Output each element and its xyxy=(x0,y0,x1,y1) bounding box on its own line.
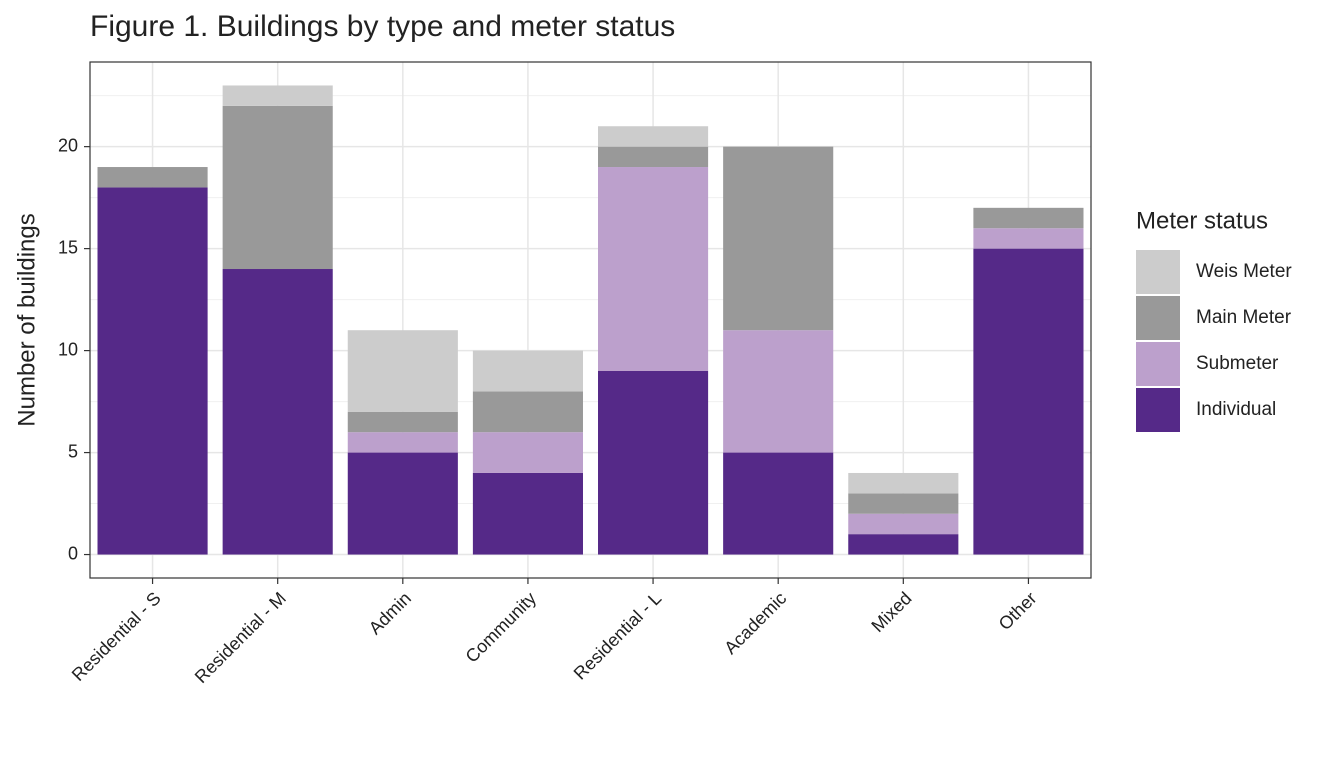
legend-key xyxy=(1136,342,1180,386)
legend-key xyxy=(1136,388,1180,432)
bar-segment xyxy=(347,411,458,433)
bar-segment xyxy=(973,207,1084,229)
bar-segment xyxy=(472,432,583,473)
bar-segment xyxy=(472,350,583,392)
bar-segment xyxy=(97,167,208,188)
bar-segment xyxy=(848,472,959,494)
bar-segment xyxy=(347,330,458,412)
x-tick-label: Other xyxy=(995,588,1041,634)
x-tick-label: Admin xyxy=(365,588,415,638)
bar-segment xyxy=(598,146,709,168)
bar-segment xyxy=(848,493,959,514)
y-tick-label: 0 xyxy=(68,543,78,563)
legend-label: Weis Meter xyxy=(1196,261,1292,282)
bar-segment xyxy=(723,146,834,331)
legend-key xyxy=(1136,296,1180,340)
bar-segment xyxy=(222,105,333,270)
y-tick-label: 5 xyxy=(68,441,78,461)
bar-segment xyxy=(723,452,834,555)
bar-segment xyxy=(848,534,959,555)
bar-segment xyxy=(472,391,583,433)
x-tick-label: Community xyxy=(462,588,541,667)
bar-segment xyxy=(598,126,709,147)
legend-label: Main Meter xyxy=(1196,307,1292,328)
x-tick-label: Residential - M xyxy=(191,588,290,687)
bar-segment xyxy=(347,432,458,453)
y-tick-label: 20 xyxy=(58,135,78,155)
y-tick-label: 10 xyxy=(58,339,78,359)
x-tick-label: Residential - L xyxy=(570,588,666,684)
bar-segment xyxy=(347,452,458,555)
x-tick-label: Mixed xyxy=(867,588,915,636)
y-axis-label: Number of buildings xyxy=(13,213,40,426)
bar-segment xyxy=(973,228,1084,249)
bar-segment xyxy=(97,187,208,555)
bar-segment xyxy=(973,248,1084,555)
x-tick-label: Residential - S xyxy=(68,588,165,685)
bar-segment xyxy=(598,167,709,371)
legend-title: Meter status xyxy=(1136,207,1268,234)
bar-segment xyxy=(598,370,709,555)
legend-label: Individual xyxy=(1196,399,1276,420)
panel-border xyxy=(89,61,1092,579)
legend-key xyxy=(1136,250,1180,294)
y-tick-label: 15 xyxy=(58,237,78,257)
legend-label: Submeter xyxy=(1196,353,1279,374)
chart-title: Figure 1. Buildings by type and meter st… xyxy=(90,10,675,43)
bar-segment xyxy=(222,85,333,106)
bar-segment xyxy=(723,330,834,453)
x-tick-label: Academic xyxy=(720,588,790,658)
bar-segment xyxy=(472,472,583,555)
bar-segment xyxy=(848,513,959,535)
bar-segment xyxy=(222,269,333,555)
